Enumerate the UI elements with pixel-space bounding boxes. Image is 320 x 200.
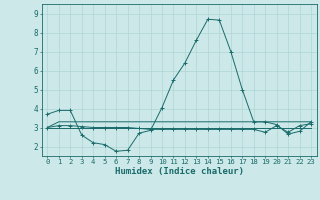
X-axis label: Humidex (Indice chaleur): Humidex (Indice chaleur) (115, 167, 244, 176)
